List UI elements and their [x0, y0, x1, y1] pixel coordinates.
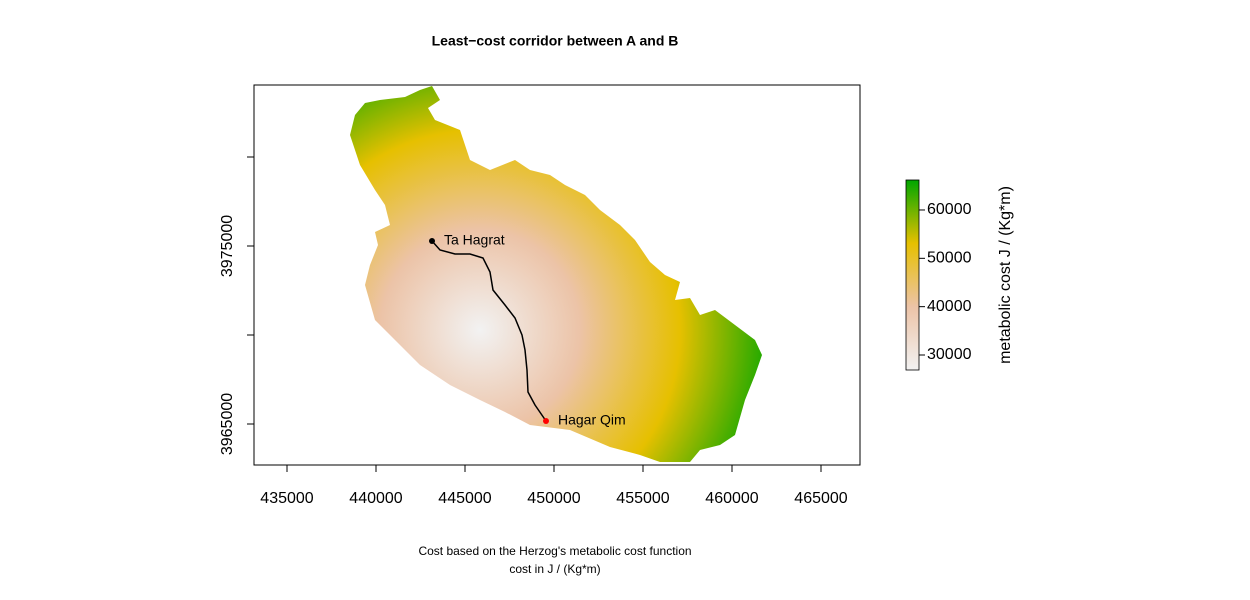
y-tick-label: 3975000: [219, 215, 236, 277]
colorbar-tick-label: 50000: [927, 250, 972, 267]
x-tick-label: 450000: [527, 490, 580, 507]
x-tick-label: 445000: [438, 490, 491, 507]
site-label: Ta Hagrat: [444, 232, 505, 248]
corridor-path: [431, 240, 547, 422]
island: [350, 86, 762, 462]
site-point: [428, 238, 435, 245]
subtitle: Cost based on the Herzog's metabolic cos…: [418, 544, 691, 558]
subtitle: cost in J / (Kg*m): [509, 562, 600, 576]
colorbar-tick-label: 30000: [927, 346, 972, 363]
colorbar: [905, 179, 920, 371]
colorbar-label: metabolic cost J / (Kg*m): [997, 186, 1014, 364]
colorbar-tick-label: 60000: [927, 201, 972, 218]
x-tick-label: 460000: [705, 490, 758, 507]
x-tick-label: 455000: [616, 490, 669, 507]
x-tick-label: 440000: [349, 490, 402, 507]
site-label: Hagar Qim: [558, 412, 626, 428]
x-tick-label: 435000: [260, 490, 313, 507]
x-tick-label: 465000: [794, 490, 847, 507]
chart-title: Least−cost corridor between A and B: [432, 33, 679, 49]
site-point: [543, 417, 550, 424]
colorbar-tick-label: 40000: [927, 298, 972, 315]
y-tick-label: 3965000: [219, 393, 236, 455]
